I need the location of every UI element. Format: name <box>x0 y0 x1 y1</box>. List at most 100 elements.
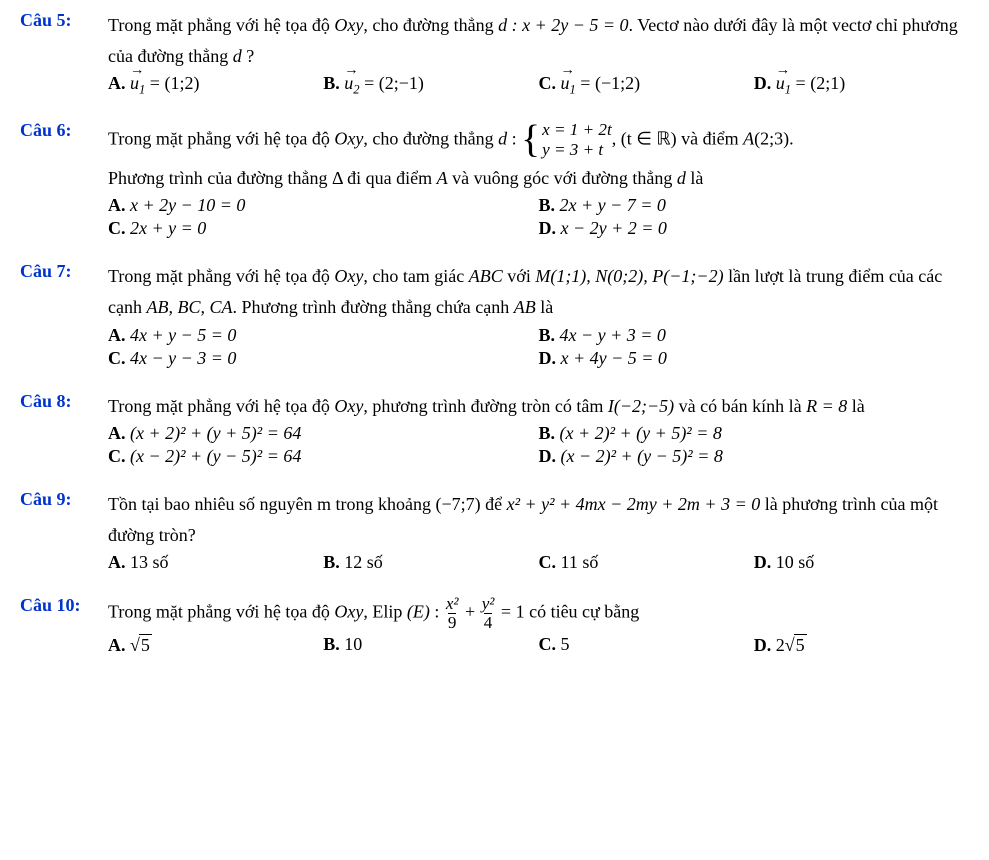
text: ) và điểm <box>671 128 743 148</box>
text: Tồn tại bao nhiêu số nguyên m trong khoả… <box>108 494 435 514</box>
oxy: Oxy <box>334 602 363 622</box>
text: Trong mặt phẳng với hệ tọa độ <box>108 15 334 35</box>
text: và có bán kính là <box>674 396 806 416</box>
opt-letter: C. <box>539 73 561 93</box>
d: d <box>233 46 242 66</box>
d: d <box>677 168 686 188</box>
value: 5 <box>561 634 570 654</box>
value: 10 số <box>776 552 815 572</box>
opt-letter: C. <box>108 446 130 466</box>
stem: Trong mặt phẳng với hệ tọa độ Oxy, Elip … <box>108 595 969 632</box>
oxy: Oxy <box>334 128 363 148</box>
d: d <box>498 128 507 148</box>
options-row-1: A. (x + 2)² + (y + 5)² = 64 B. (x + 2)² … <box>108 423 969 444</box>
opt-letter: D. <box>754 635 776 655</box>
option-d: D. x + 4y − 5 = 0 <box>539 348 970 369</box>
option-d: D. (x − 2)² + (y − 5)² = 8 <box>539 446 970 467</box>
stem: Trong mặt phẳng với hệ tọa độ Oxy, cho đ… <box>108 10 969 71</box>
text: , cho tam giác <box>363 266 468 286</box>
eq: = 1 <box>496 602 524 622</box>
eq: x − 2y + 2 = 0 <box>561 218 667 238</box>
eq: 4x − y + 3 = 0 <box>560 325 666 345</box>
question-label: Câu 8: <box>20 391 108 468</box>
vector: u <box>344 73 353 94</box>
opt-letter: A. <box>108 195 130 215</box>
colon: : <box>507 128 517 148</box>
oxy: Oxy <box>334 266 363 286</box>
option-b: B. 10 <box>323 634 538 656</box>
sys-line-2: y = 3 + t <box>542 140 612 161</box>
value: 10 <box>344 634 362 654</box>
option-a: A. 13 số <box>108 552 323 573</box>
question-8: Câu 8: Trong mặt phẳng với hệ tọa độ Oxy… <box>20 391 969 468</box>
option-c: C. 11 số <box>539 552 754 573</box>
option-c: C. u1 = (−1;2) <box>539 73 754 98</box>
eq: 2x + y − 7 = 0 <box>560 195 666 215</box>
text: , Elip <box>363 602 407 622</box>
opt-letter: D. <box>754 552 776 572</box>
opt-letter: B. <box>539 325 560 345</box>
option-c: C. (x − 2)² + (y − 5)² = 64 <box>108 446 539 467</box>
eq: : x + 2y − 5 = 0 <box>507 15 628 35</box>
stem-line-2: Phương trình của đường thẳng Δ đi qua đi… <box>108 163 969 194</box>
point-a: A <box>743 128 754 148</box>
text: Phương trình của đường thẳng Δ đi qua đi… <box>108 168 437 188</box>
stem: Trong mặt phẳng với hệ tọa độ Oxy, cho đ… <box>108 120 969 161</box>
option-c: C. 5 <box>539 634 754 656</box>
center: I(−2;−5) <box>608 396 674 416</box>
question-label: Câu 10: <box>20 595 108 656</box>
text: Trong mặt phẳng với hệ tọa độ <box>108 396 334 416</box>
options-row-1: A. 4x + y − 5 = 0 B. 4x − y + 3 = 0 <box>108 325 969 346</box>
opt-letter: D. <box>754 73 776 93</box>
eq: 4x + y − 5 = 0 <box>130 325 236 345</box>
options-row-2: C. 2x + y = 0 D. x − 2y + 2 = 0 <box>108 218 969 239</box>
question-body: Tồn tại bao nhiêu số nguyên m trong khoả… <box>108 489 969 573</box>
question-label: Câu 5: <box>20 10 108 98</box>
question-6: Câu 6: Trong mặt phẳng với hệ tọa độ Oxy… <box>20 120 969 240</box>
opt-letter: C. <box>539 552 561 572</box>
ab: AB <box>514 297 536 317</box>
vector: u <box>776 73 785 94</box>
eq: 2x + y = 0 <box>130 218 206 238</box>
plus: + <box>461 602 480 622</box>
a-val: (2;3) <box>754 128 789 148</box>
stem: Trong mặt phẳng với hệ tọa độ Oxy, phươn… <box>108 391 969 422</box>
text: , cho đường thẳng <box>363 128 498 148</box>
denominator: 4 <box>484 613 493 632</box>
text: ? <box>242 46 255 66</box>
eq: (x + 2)² + (y + 5)² = 8 <box>560 423 722 443</box>
value: = (−1;2) <box>576 73 640 93</box>
question-body: Trong mặt phẳng với hệ tọa độ Oxy, phươn… <box>108 391 969 468</box>
text: để <box>481 494 507 514</box>
fraction-2: y² 4 <box>482 595 495 632</box>
sys-line-1: x = 1 + 2t <box>542 120 612 141</box>
value: 13 số <box>130 552 169 572</box>
option-d: D. 2√5 <box>754 634 969 656</box>
vector: u <box>561 73 570 94</box>
radicand: 5 <box>794 634 807 656</box>
options-row-2: C. 4x − y − 3 = 0 D. x + 4y − 5 = 0 <box>108 348 969 369</box>
stem: Tồn tại bao nhiêu số nguyên m trong khoả… <box>108 489 969 550</box>
question-body: Trong mặt phẳng với hệ tọa độ Oxy, Elip … <box>108 595 969 656</box>
colon: : <box>430 602 444 622</box>
value: 11 số <box>561 552 599 572</box>
text: là <box>536 297 554 317</box>
interval: (−7;7) <box>435 494 480 514</box>
option-d: D. u1 = (2;1) <box>754 73 969 98</box>
opt-letter: A. <box>108 423 130 443</box>
option-a: A. √5 <box>108 634 323 656</box>
option-a: A. (x + 2)² + (y + 5)² = 64 <box>108 423 539 444</box>
options: A. √5 B. 10 C. 5 D. 2√5 <box>108 634 969 656</box>
text: , (t ∈ <box>612 128 657 148</box>
opt-letter: A. <box>108 73 130 93</box>
numerator: x² <box>446 595 459 613</box>
option-a: A. x + 2y − 10 = 0 <box>108 195 539 216</box>
real-set: ℝ <box>656 128 670 148</box>
option-b: B. 12 số <box>323 552 538 573</box>
value: = (2;1) <box>791 73 845 93</box>
question-7: Câu 7: Trong mặt phẳng với hệ tọa độ Oxy… <box>20 261 969 368</box>
text: Trong mặt phẳng với hệ tọa độ <box>108 266 334 286</box>
coef: 2 <box>776 635 785 655</box>
eq: x + 2y − 10 = 0 <box>130 195 245 215</box>
question-body: Trong mặt phẳng với hệ tọa độ Oxy, cho t… <box>108 261 969 368</box>
